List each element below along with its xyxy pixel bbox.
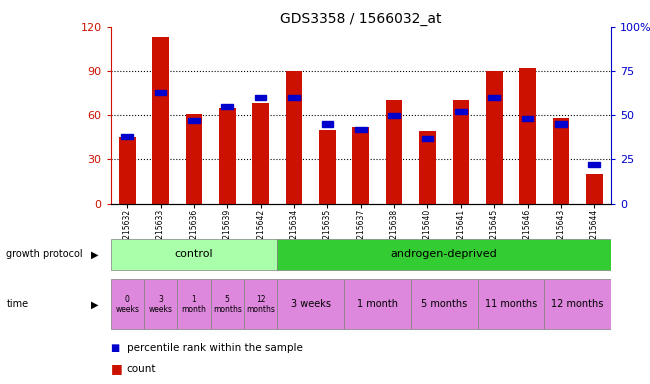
Bar (552, 118, 569, 204)
Bar (452, 101, 469, 204)
Bar (355, 127, 367, 132)
Text: 1 month: 1 month (357, 299, 398, 310)
Bar (186, 114, 202, 204)
Text: 0
weeks: 0 weeks (115, 295, 139, 314)
Text: 12
months: 12 months (246, 295, 275, 314)
Text: percentile rank within the sample: percentile rank within the sample (127, 343, 303, 353)
Bar (586, 174, 603, 204)
Text: count: count (127, 364, 156, 374)
FancyBboxPatch shape (278, 239, 611, 270)
Text: androgen-deprived: androgen-deprived (391, 249, 497, 260)
Text: control: control (175, 249, 213, 260)
FancyBboxPatch shape (278, 280, 344, 329)
Bar (419, 131, 436, 204)
Text: 5 months: 5 months (421, 299, 467, 310)
FancyBboxPatch shape (544, 280, 611, 329)
Bar (588, 162, 600, 167)
Bar (252, 103, 269, 204)
Bar (522, 116, 534, 121)
Bar (519, 68, 536, 204)
Bar (322, 121, 333, 127)
FancyBboxPatch shape (411, 280, 478, 329)
Text: ■: ■ (111, 362, 122, 375)
Bar (155, 89, 166, 95)
Bar (219, 108, 236, 204)
Bar (222, 104, 233, 109)
Text: time: time (6, 299, 29, 310)
Bar (286, 71, 302, 204)
Title: GDS3358 / 1566032_at: GDS3358 / 1566032_at (280, 12, 441, 26)
FancyBboxPatch shape (344, 280, 411, 329)
Bar (188, 118, 200, 123)
Bar (119, 137, 136, 204)
Text: 12 months: 12 months (551, 299, 604, 310)
Bar (455, 109, 467, 114)
Text: growth protocol: growth protocol (6, 249, 83, 260)
FancyBboxPatch shape (244, 280, 278, 329)
Text: 1
month: 1 month (181, 295, 206, 314)
Bar (422, 136, 434, 141)
FancyBboxPatch shape (211, 280, 244, 329)
Bar (488, 95, 500, 100)
Bar (386, 101, 402, 204)
Text: ▶: ▶ (90, 299, 98, 310)
FancyBboxPatch shape (111, 239, 278, 270)
Text: ■: ■ (111, 343, 120, 353)
Text: 11 months: 11 months (485, 299, 537, 310)
FancyBboxPatch shape (144, 280, 177, 329)
Text: 3
weeks: 3 weeks (149, 295, 172, 314)
Bar (555, 121, 567, 127)
Text: ▶: ▶ (90, 249, 98, 260)
FancyBboxPatch shape (478, 280, 544, 329)
Bar (288, 95, 300, 100)
Bar (319, 130, 336, 204)
FancyBboxPatch shape (111, 280, 144, 329)
Bar (352, 127, 369, 204)
Text: 5
months: 5 months (213, 295, 242, 314)
Bar (255, 95, 266, 100)
Bar (152, 37, 169, 204)
Bar (388, 113, 400, 118)
FancyBboxPatch shape (177, 280, 211, 329)
Bar (486, 71, 502, 204)
Bar (122, 134, 133, 139)
Text: 3 weeks: 3 weeks (291, 299, 331, 310)
